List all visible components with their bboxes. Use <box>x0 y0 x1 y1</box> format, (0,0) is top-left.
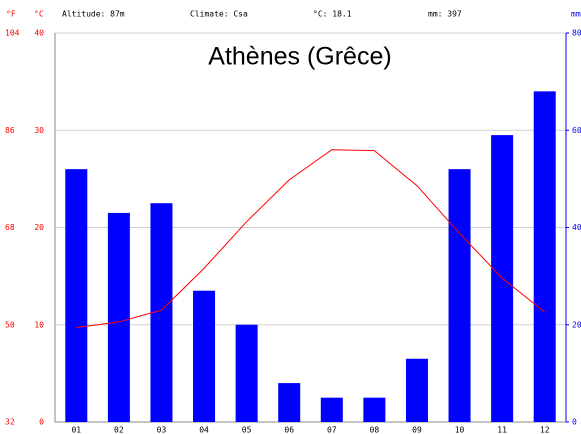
bar <box>65 169 88 422</box>
f-tick-label: 86 <box>5 126 15 135</box>
y2-tick-label: 20 <box>572 320 581 329</box>
bar <box>533 91 556 422</box>
bar <box>320 397 343 422</box>
chart-title: Athènes (Grêce) <box>208 43 391 71</box>
bar <box>448 169 471 422</box>
x-tick-label: 02 <box>114 426 124 434</box>
bar <box>278 383 301 422</box>
f-tick-label: 32 <box>5 418 15 427</box>
bar <box>193 290 216 422</box>
mean-temp: °C: 18.1 <box>313 10 352 19</box>
c-unit: °C <box>34 10 44 19</box>
x-tick-label: 09 <box>412 426 422 434</box>
temperature-line <box>76 149 546 329</box>
y2-tick-label: 60 <box>572 126 581 135</box>
y2-tick-label: 0 <box>572 418 577 427</box>
f-tick-label: 50 <box>5 320 15 329</box>
y2-tick-label: 80 <box>572 29 581 38</box>
x-tick-label: 12 <box>540 426 550 434</box>
bar <box>363 397 386 422</box>
y-tick-label: 0 <box>39 418 44 427</box>
x-tick-label: 05 <box>242 426 252 434</box>
x-tick-label: 03 <box>157 426 167 434</box>
x-tick-label: 10 <box>455 426 465 434</box>
f-tick-label: 68 <box>5 223 15 232</box>
x-tick-label: 07 <box>327 426 337 434</box>
f-unit: °F <box>6 10 16 19</box>
f-tick-label: 104 <box>5 29 20 38</box>
x-tick-label: 01 <box>71 426 81 434</box>
altitude: Altitude: 87m <box>62 10 125 19</box>
total-precip: mm: 397 <box>428 10 462 19</box>
y2-tick-label: 40 <box>572 223 581 232</box>
y-tick-label: 30 <box>34 126 44 135</box>
y-tick-label: 40 <box>34 29 44 38</box>
bar <box>235 324 258 422</box>
bar <box>150 203 173 422</box>
x-tick-label: 11 <box>497 426 507 434</box>
x-tick-label: 06 <box>284 426 294 434</box>
x-tick-label: 04 <box>199 426 209 434</box>
x-tick-label: 08 <box>370 426 380 434</box>
y-tick-label: 10 <box>34 320 44 329</box>
bar <box>107 212 130 422</box>
y-tick-label: 20 <box>34 223 44 232</box>
bar <box>405 358 428 422</box>
mm-unit: mm <box>571 10 581 19</box>
climate: Climate: Csa <box>190 10 248 19</box>
